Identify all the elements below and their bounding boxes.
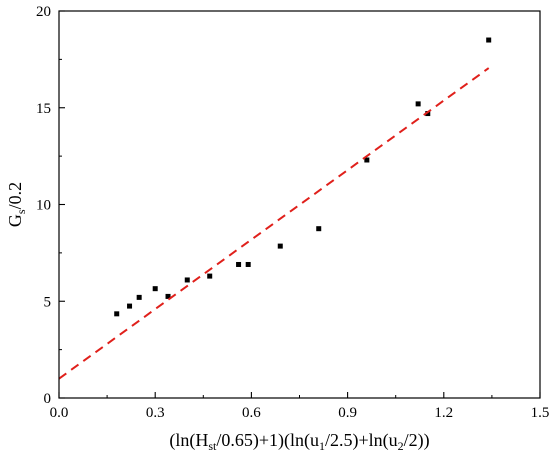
data-point	[152, 286, 158, 292]
data-point	[364, 157, 370, 163]
y-tick-label: 5	[44, 294, 52, 310]
x-tick-label: 0.6	[242, 405, 261, 421]
data-point	[245, 261, 251, 267]
x-tick-label: 0.9	[338, 405, 357, 421]
plot-content	[58, 37, 492, 380]
plot-frame	[58, 10, 541, 399]
x-axis-title: (ln(Hst/0.65)+1)(ln(u1/2.5)+ln(u2/2))	[169, 430, 429, 453]
data-point	[184, 277, 190, 283]
data-point	[236, 261, 242, 267]
data-point	[316, 226, 322, 232]
y-tick-label: 10	[36, 198, 51, 214]
data-point	[165, 293, 171, 299]
axes: 0.0 0.3 0.6 0.9 1.2 1.5 0 5 10 15 20	[36, 4, 549, 421]
x-tick-label: 0.0	[50, 405, 69, 421]
data-point	[136, 294, 142, 300]
data-point	[127, 303, 133, 309]
data-point	[277, 243, 283, 249]
fit-line	[58, 67, 490, 380]
data-point	[425, 111, 431, 117]
x-tick-label: 1.5	[531, 405, 550, 421]
data-point	[415, 101, 421, 107]
data-point	[114, 311, 120, 317]
data-point	[486, 37, 492, 43]
y-axis-title: Gs/0.2	[5, 182, 28, 227]
data-point	[207, 273, 213, 279]
x-tick-label: 0.3	[146, 405, 165, 421]
y-tick-label: 20	[36, 4, 51, 20]
y-tick-label: 15	[36, 101, 51, 117]
x-tick-label: 1.2	[434, 405, 453, 421]
y-tick-label: 0	[44, 391, 52, 407]
